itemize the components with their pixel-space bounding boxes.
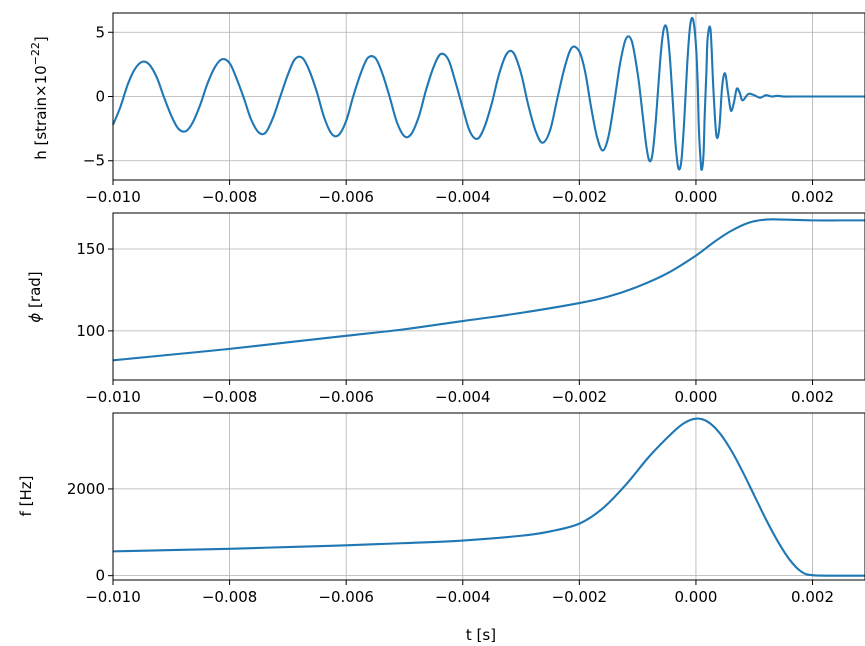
strain-x-tick-label-6: 0.002: [791, 188, 834, 206]
frequency-x-axis-label: t [s]: [466, 626, 496, 644]
phase-x-tick-label-1: −0.008: [202, 388, 258, 406]
phase-x-tick-label-4: −0.002: [552, 388, 608, 406]
strain-x-tick-label-0: −0.010: [85, 188, 141, 206]
strain-x-tick-label-2: −0.006: [318, 188, 374, 206]
frequency-x-tick-label-1: −0.008: [202, 588, 258, 606]
strain-y-axis-label: h [strain×10−22]: [29, 36, 50, 160]
strain-x-ticks: −0.010 −0.008 −0.006 −0.004 −0.002 0.000 0.002: [85, 180, 834, 206]
phase-series-line: [112, 218, 865, 362]
frequency-y-tick-label-0: 0: [95, 567, 105, 585]
phase-y-tick-label-0: 100: [76, 322, 105, 340]
phase-panel: 100 150 −0.010 −0.008 −0.006 −0.004 −0.002 0.0…: [26, 212, 865, 406]
strain-y-tick-label-2: 5: [95, 23, 105, 41]
phase-grid: [112, 213, 865, 380]
phase-x-tick-label-6: 0.002: [791, 388, 834, 406]
frequency-x-tick-label-0: −0.010: [85, 588, 141, 606]
frequency-axes-frame: [112, 412, 865, 581]
phase-y-ticks: 100 150: [76, 240, 113, 340]
phase-x-tick-label-5: 0.000: [674, 388, 717, 406]
phase-axes-frame: [112, 212, 865, 381]
phase-x-ticks: −0.010 −0.008 −0.006 −0.004 −0.002 0.000 0.002: [85, 380, 834, 406]
strain-y-tick-label-1: 0: [95, 88, 105, 106]
frequency-series-line: [112, 417, 865, 577]
strain-y-tick-label-0: −5: [83, 152, 105, 170]
frequency-y-ticks: 0 2000: [67, 480, 113, 585]
phase-x-tick-label-0: −0.010: [85, 388, 141, 406]
frequency-x-tick-label-2: −0.006: [318, 588, 374, 606]
phase-y-axis-label: ϕ [rad]: [26, 271, 44, 322]
strain-grid: [112, 13, 865, 180]
strain-y-ticks: −5 0 5: [83, 23, 113, 170]
frequency-grid: [112, 413, 865, 580]
frequency-x-tick-label-6: 0.002: [791, 588, 834, 606]
strain-panel: −5 0 5 −0.010 −0.008 −0.006 −0.004 −0.002 0.000…: [29, 12, 865, 206]
strain-x-tick-label-4: −0.002: [552, 188, 608, 206]
phase-x-tick-label-3: −0.004: [435, 388, 491, 406]
phase-x-tick-label-2: −0.006: [318, 388, 374, 406]
frequency-y-axis-label: f [Hz]: [17, 476, 35, 517]
strain-series-line: [112, 16, 865, 171]
frequency-x-tick-label-4: −0.002: [552, 588, 608, 606]
frequency-y-tick-label-1: 2000: [67, 480, 105, 498]
strain-x-tick-label-5: 0.000: [674, 188, 717, 206]
strain-x-tick-label-1: −0.008: [202, 188, 258, 206]
frequency-x-tick-label-3: −0.004: [435, 588, 491, 606]
frequency-panel: 0 2000 −0.010 −0.008 −0.006 −0.004 −0.002 0.00…: [17, 412, 865, 644]
phase-y-tick-label-1: 150: [76, 240, 105, 258]
strain-x-tick-label-3: −0.004: [435, 188, 491, 206]
frequency-x-ticks: −0.010 −0.008 −0.006 −0.004 −0.002 0.000 0.002: [85, 580, 834, 606]
frequency-x-tick-label-5: 0.000: [674, 588, 717, 606]
